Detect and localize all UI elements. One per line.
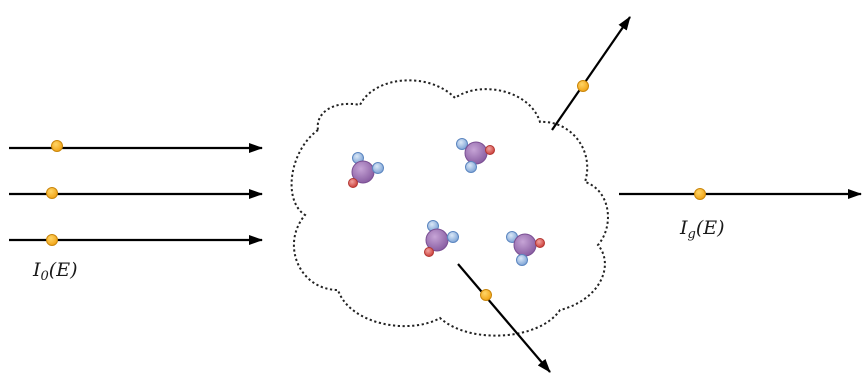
- water-molecule-icon: [424, 220, 459, 257]
- photon-dot-icon: [46, 234, 58, 246]
- transmitted-symbol: I: [680, 217, 688, 239]
- water-molecule-icon: [348, 152, 384, 188]
- incident-intensity-label: I0(E): [33, 259, 78, 284]
- incident-argument: (E): [48, 259, 78, 281]
- photon-dot-icon: [694, 188, 706, 200]
- water-molecule-icon: [506, 231, 545, 266]
- incident-subscript: 0: [40, 269, 49, 284]
- transmitted-subscript: g: [687, 227, 696, 242]
- scattered-ray-down: [457, 263, 551, 373]
- transmitted-intensity-label: Ig(E): [680, 217, 725, 242]
- photon-dot-icon: [46, 187, 58, 199]
- photon-dot-icon: [480, 289, 492, 301]
- incident-symbol: I: [33, 259, 41, 281]
- water-molecule-icon: [456, 138, 495, 173]
- transmitted-argument: (E): [695, 217, 725, 239]
- scattered-ray-up: [551, 16, 631, 131]
- gas-cloud-icon: [290, 79, 609, 337]
- photon-dot-icon: [577, 80, 589, 92]
- photon-dot-icon: [51, 140, 63, 152]
